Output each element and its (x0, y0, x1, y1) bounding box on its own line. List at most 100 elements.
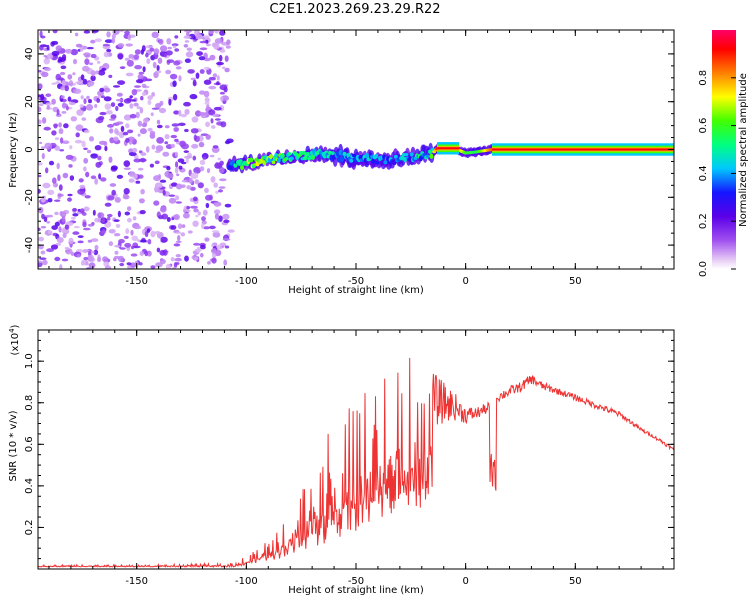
noise-blob (175, 195, 180, 201)
noise-blob (198, 111, 206, 116)
signal-steady-core (437, 147, 459, 150)
noise-blob (75, 124, 84, 131)
noise-blob (68, 80, 74, 87)
noise-blob (159, 249, 166, 256)
noise-blob (110, 114, 117, 120)
noise-blob (205, 121, 211, 128)
noise-blob (94, 145, 102, 151)
noise-blob (79, 184, 86, 189)
noise-blob (55, 137, 59, 140)
noise-blob (140, 188, 145, 195)
noise-blob (165, 69, 172, 75)
noise-blob (200, 245, 206, 250)
noise-blob (209, 225, 216, 230)
noise-blob (97, 60, 101, 64)
noise-blob (67, 74, 73, 80)
noise-blob (142, 118, 150, 123)
noise-blob (124, 242, 132, 248)
spectrogram-noise-region (38, 30, 235, 269)
noise-blob (133, 54, 140, 60)
noise-blob (184, 128, 189, 133)
noise-blob (153, 175, 161, 182)
noise-blob (140, 152, 147, 156)
noise-blob (50, 244, 59, 250)
noise-blob (145, 146, 150, 153)
noise-blob (224, 67, 230, 73)
noise-blob (175, 161, 179, 168)
noise-blob (110, 102, 116, 107)
noise-blob (204, 187, 209, 193)
noise-blob (177, 235, 181, 242)
noise-blob (99, 87, 105, 93)
noise-blob (118, 239, 125, 244)
noise-blob (123, 98, 132, 104)
noise-blob (56, 162, 60, 170)
noise-blob (217, 157, 221, 161)
noise-blob (77, 240, 84, 244)
noise-blob (54, 184, 58, 187)
noise-blob (199, 47, 208, 51)
noise-blob (41, 213, 45, 220)
noise-blob (110, 165, 118, 171)
noise-blob (118, 255, 124, 263)
noise-blob (116, 92, 123, 97)
noise-blob (184, 255, 189, 262)
noise-blob (58, 184, 63, 191)
noise-blob (186, 185, 192, 190)
noise-blob (173, 214, 180, 221)
noise-blob (116, 174, 124, 179)
noise-blob (112, 85, 121, 88)
noise-blob (183, 30, 192, 33)
noise-blob (175, 254, 181, 258)
noise-blob (149, 47, 155, 52)
noise-blob (171, 43, 179, 47)
noise-blob (162, 189, 166, 196)
noise-blob (136, 106, 141, 110)
x-tick-label: -50 (348, 576, 364, 587)
spectrogram-x-ticks: -150 -100 -50 0 50 (48, 30, 664, 287)
x-tick-label: -100 (235, 276, 258, 287)
noise-blob (175, 231, 182, 234)
colorbar-tick-label: 0.4 (698, 165, 709, 181)
noise-blob (125, 72, 134, 77)
noise-blob (183, 44, 189, 48)
noise-blob (204, 101, 210, 105)
noise-blob (149, 130, 156, 136)
noise-blob (187, 69, 195, 74)
noise-blob (154, 150, 161, 153)
noise-blob (186, 47, 192, 51)
noise-blob (38, 69, 42, 73)
noise-blob (219, 84, 228, 91)
noise-blob (69, 145, 73, 150)
noise-blob (190, 128, 199, 134)
x-tick-label: -150 (125, 576, 148, 587)
noise-blob (158, 215, 164, 220)
noise-blob (67, 197, 72, 202)
noise-blob (171, 123, 180, 127)
noise-blob (59, 264, 63, 269)
noise-blob (45, 214, 54, 218)
noise-blob (172, 266, 177, 269)
noise-blob (222, 238, 231, 241)
noise-blob (202, 156, 207, 160)
noise-blob (94, 104, 98, 108)
signal-core (351, 153, 356, 158)
noise-blob (199, 90, 206, 95)
noise-blob (147, 99, 152, 105)
noise-blob (40, 250, 46, 255)
signal-core (418, 155, 423, 162)
noise-blob (141, 83, 147, 88)
noise-blob (223, 219, 230, 223)
noise-blob (132, 147, 138, 153)
noise-blob (205, 134, 211, 140)
noise-blob (82, 221, 87, 228)
noise-blob (47, 189, 55, 195)
noise-blob (206, 168, 211, 174)
signal-core (425, 154, 430, 158)
noise-blob (94, 244, 99, 251)
noise-blob (87, 82, 94, 87)
noise-blob (216, 81, 220, 86)
noise-blob (102, 229, 106, 234)
snr-x-ticks: -150 -100 -50 0 50 (48, 330, 664, 587)
noise-blob (163, 53, 168, 58)
